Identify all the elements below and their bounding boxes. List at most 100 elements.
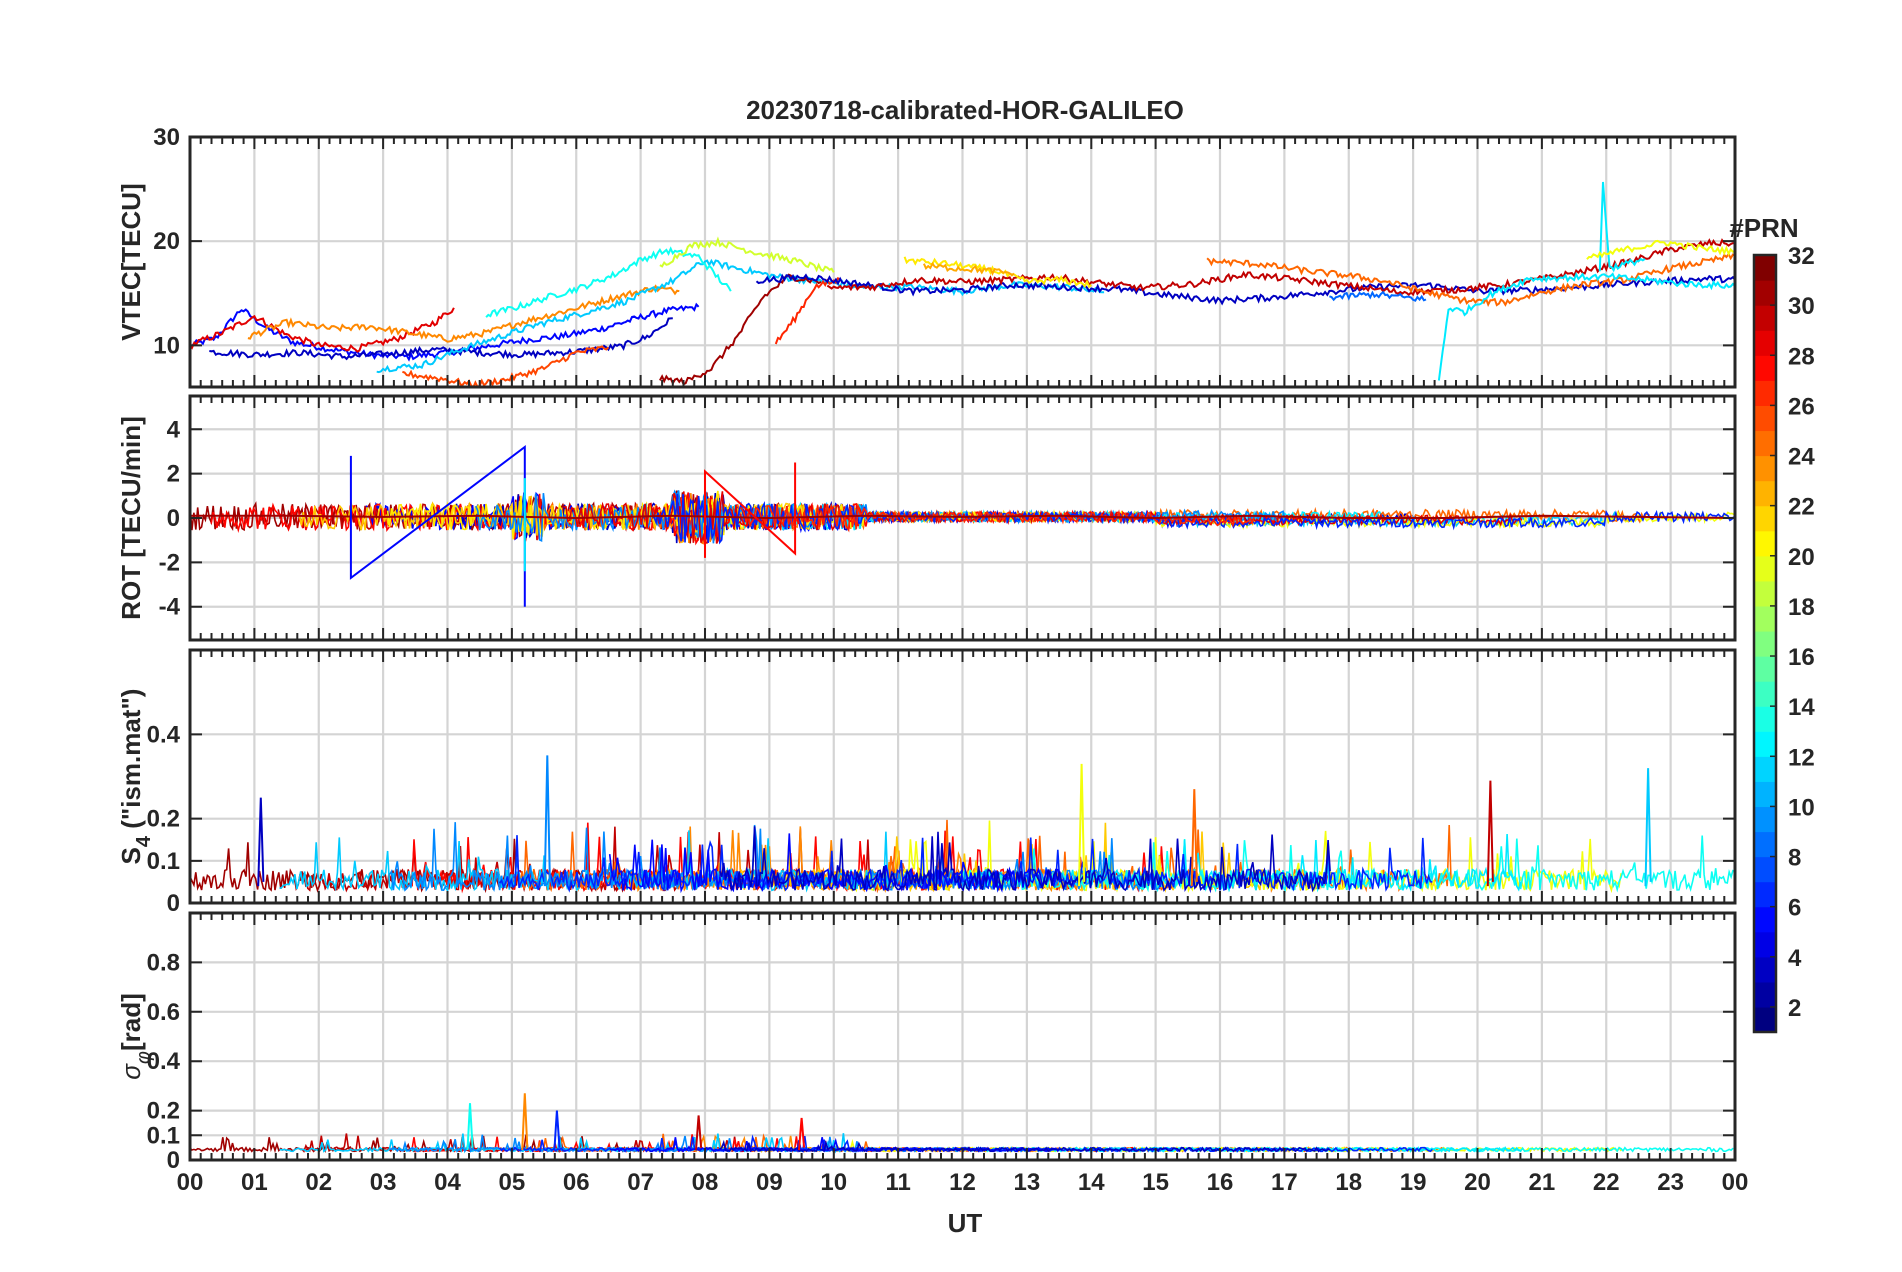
- colorbar-swatch: [1754, 931, 1776, 958]
- y-tick-label: 0.1: [147, 1122, 180, 1149]
- y-tick-label: 0.2: [147, 1098, 180, 1125]
- colorbar-swatch: [1754, 806, 1776, 833]
- colorbar-swatch: [1754, 455, 1776, 482]
- vtec-series-line: [190, 302, 700, 362]
- vtec-series-line: [774, 276, 841, 345]
- y-tick-label: 10: [153, 332, 180, 359]
- colorbar-swatch: [1754, 480, 1776, 507]
- colorbar-swatch: [1754, 305, 1776, 331]
- panel-s4: 0 0.1 0.2 0.4S4 ("ism.mat"): [116, 648, 1737, 917]
- grid-rot: [190, 396, 1735, 640]
- x-tick-label: 09: [756, 1169, 783, 1196]
- vtec-series-line: [659, 236, 835, 273]
- colorbar-tick-label: 4: [1788, 945, 1802, 972]
- colorbar-swatch: [1754, 906, 1776, 933]
- colorbar-tick-label: 2: [1788, 995, 1801, 1022]
- colorbar-tick-label: 24: [1788, 444, 1815, 471]
- y-tick-label: 0: [167, 1147, 180, 1174]
- y-tick-label: 0.6: [147, 999, 180, 1026]
- colorbar-swatch: [1754, 781, 1776, 808]
- vtec-series-line: [1586, 239, 1735, 260]
- vtec-series-line: [1598, 181, 1646, 273]
- colorbar-tick-label: 28: [1788, 343, 1815, 370]
- vtec-series-line: [1206, 252, 1735, 307]
- s4-series-line: [498, 835, 1433, 893]
- grid-vtec: [190, 137, 1735, 387]
- x-axis-label: UT: [948, 1208, 983, 1238]
- y-tick-label: 2: [167, 461, 180, 488]
- colorbar-swatch: [1754, 355, 1776, 381]
- colorbar-tick-label: 10: [1788, 794, 1815, 821]
- vtec-series-line: [209, 317, 673, 361]
- sigma_phi-peak: [798, 1117, 806, 1151]
- x-tick-label: 15: [1142, 1169, 1169, 1196]
- colorbar-frame: [1752, 253, 1778, 1034]
- s4-peak: [543, 755, 551, 887]
- vtec-series-line: [1437, 271, 1735, 381]
- y-tick-label: 0: [167, 890, 180, 917]
- colorbar-tick-label: 20: [1788, 544, 1815, 571]
- rot-series-line: [704, 462, 797, 558]
- sigma_phi-series-line: [719, 1139, 1331, 1153]
- vtec-series-line: [247, 284, 680, 343]
- x-ticks-sigma_phi: [189, 913, 1736, 1160]
- colorbar-swatch: [1754, 956, 1776, 983]
- x-ticks-vtec: [189, 137, 1736, 387]
- colorbar-swatch: [1754, 330, 1776, 356]
- colorbar-tick-label: 22: [1788, 494, 1815, 521]
- y-tick-label: 0.4: [147, 721, 181, 748]
- s4-peak: [1078, 763, 1086, 887]
- x-tick-label: 20: [1464, 1169, 1491, 1196]
- sigma_phi-peak: [553, 1110, 561, 1151]
- chart-title: 20230718-calibrated-HOR-GALILEO: [746, 95, 1184, 125]
- colorbar-swatch: [1754, 280, 1776, 306]
- s4-peak: [1644, 768, 1652, 887]
- colorbar-tick-label: 6: [1788, 895, 1801, 922]
- colorbar-tick-label: 18: [1788, 594, 1815, 621]
- sigma_phi-peak: [521, 1093, 529, 1151]
- x-tick-label: 05: [499, 1169, 526, 1196]
- colorbar-swatch: [1754, 505, 1776, 532]
- colorbar-swatch: [1754, 856, 1776, 883]
- x-ticks-s4: [189, 650, 1736, 903]
- y-axis-label-sigma_phi: σφ[rad]: [116, 993, 155, 1080]
- x-tick-label: 03: [370, 1169, 397, 1196]
- x-tick-label: 17: [1271, 1169, 1298, 1196]
- grid-sigma_phi: [190, 913, 1735, 1160]
- series-s4: [190, 755, 1734, 894]
- y-tick-label: -4: [159, 594, 181, 621]
- rot-series-line: [190, 514, 1735, 520]
- x-tick-label: 12: [949, 1169, 976, 1196]
- vtec-series-line: [1329, 290, 1427, 302]
- x-axis: 00 01 02 03 04 05 06 07 08 09 10 11 12 13 14 15 16 17 18 19…: [177, 1169, 1749, 1196]
- colorbar-swatch: [1754, 430, 1776, 457]
- y-tick-label: 0.8: [147, 949, 180, 976]
- colorbar-tick-label: 12: [1788, 744, 1815, 771]
- colorbar-swatch: [1754, 731, 1776, 757]
- y-axis-label-s4: S4 ("ism.mat"): [116, 689, 155, 865]
- s4-peak: [1190, 789, 1198, 887]
- x-tick-label: 13: [1014, 1169, 1041, 1196]
- x-ticks-rot: [189, 396, 1736, 640]
- sigma_phi-peak: [466, 1103, 474, 1151]
- vtec-series-line: [826, 238, 1735, 297]
- x-tick-label: 02: [305, 1169, 332, 1196]
- vtec-series-line: [903, 256, 1092, 289]
- colorbar-swatch: [1754, 1006, 1776, 1033]
- sigma_phi-peak: [695, 1115, 703, 1151]
- y-tick-label: -2: [159, 549, 180, 576]
- x-tick-label: 00: [177, 1169, 204, 1196]
- y-tick-label: 20: [153, 228, 180, 255]
- panel-vtec: 10 20 30 VTEC[TECU]: [116, 124, 1737, 389]
- y-tick-label: 0.2: [147, 806, 180, 833]
- s4-peak: [1486, 780, 1494, 887]
- x-tick-label: 06: [563, 1169, 590, 1196]
- colorbar-swatch: [1754, 756, 1776, 782]
- y-tick-label: 0.1: [147, 848, 180, 875]
- x-tick-label: 00: [1722, 1169, 1749, 1196]
- colorbar-swatch: [1754, 656, 1776, 682]
- y-tick-label: 4: [167, 416, 181, 443]
- colorbar-swatch: [1754, 831, 1776, 858]
- panel-rot: -4 -2 0 2 4 ROT [TECU/min]: [116, 394, 1737, 642]
